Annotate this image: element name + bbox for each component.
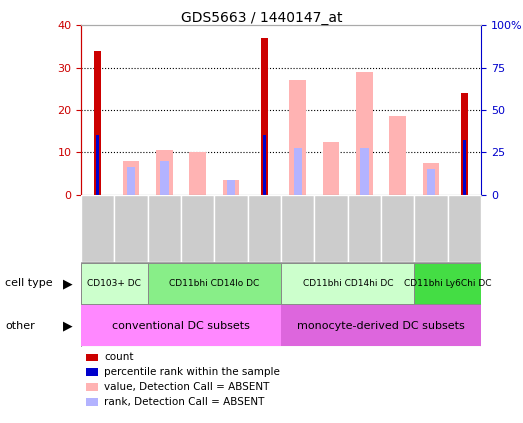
- Text: CD11bhi CD14lo DC: CD11bhi CD14lo DC: [169, 279, 259, 288]
- Bar: [415, 263, 481, 304]
- Bar: [323, 142, 339, 195]
- Bar: [147, 263, 281, 304]
- Bar: [360, 148, 369, 195]
- Bar: [461, 93, 468, 195]
- Text: GDS5663 / 1440147_at: GDS5663 / 1440147_at: [181, 11, 342, 25]
- Bar: [448, 195, 481, 262]
- Bar: [281, 195, 314, 262]
- Bar: [390, 116, 406, 195]
- Bar: [127, 167, 135, 195]
- Bar: [160, 161, 168, 195]
- Text: count: count: [104, 352, 133, 363]
- Bar: [81, 263, 147, 304]
- Bar: [189, 152, 206, 195]
- Bar: [227, 180, 235, 195]
- Bar: [223, 180, 240, 195]
- Bar: [281, 305, 481, 346]
- Text: ▶: ▶: [63, 277, 73, 290]
- Bar: [214, 195, 248, 262]
- Bar: [94, 51, 101, 195]
- Bar: [427, 169, 435, 195]
- Bar: [381, 195, 414, 262]
- Text: CD11bhi Ly6Chi DC: CD11bhi Ly6Chi DC: [404, 279, 492, 288]
- Bar: [115, 195, 147, 262]
- Bar: [314, 195, 348, 262]
- Bar: [96, 135, 99, 195]
- Bar: [261, 38, 268, 195]
- Bar: [81, 305, 281, 346]
- Bar: [356, 72, 373, 195]
- Text: value, Detection Call = ABSENT: value, Detection Call = ABSENT: [104, 382, 269, 392]
- Bar: [156, 150, 173, 195]
- Bar: [463, 140, 466, 195]
- Bar: [81, 195, 115, 262]
- Bar: [181, 195, 214, 262]
- Text: other: other: [5, 321, 35, 331]
- Bar: [248, 195, 281, 262]
- Text: monocyte-derived DC subsets: monocyte-derived DC subsets: [297, 321, 465, 331]
- Bar: [289, 80, 306, 195]
- Bar: [423, 163, 439, 195]
- Bar: [147, 195, 181, 262]
- Text: CD11bhi CD14hi DC: CD11bhi CD14hi DC: [302, 279, 393, 288]
- Text: conventional DC subsets: conventional DC subsets: [112, 321, 250, 331]
- Bar: [123, 161, 140, 195]
- Bar: [348, 195, 381, 262]
- Bar: [293, 148, 302, 195]
- Text: rank, Detection Call = ABSENT: rank, Detection Call = ABSENT: [104, 397, 265, 407]
- Text: CD103+ DC: CD103+ DC: [87, 279, 141, 288]
- Bar: [415, 195, 448, 262]
- Text: percentile rank within the sample: percentile rank within the sample: [104, 367, 280, 377]
- Bar: [281, 263, 414, 304]
- Text: ▶: ▶: [63, 319, 73, 332]
- Bar: [263, 135, 266, 195]
- Text: cell type: cell type: [5, 278, 53, 288]
